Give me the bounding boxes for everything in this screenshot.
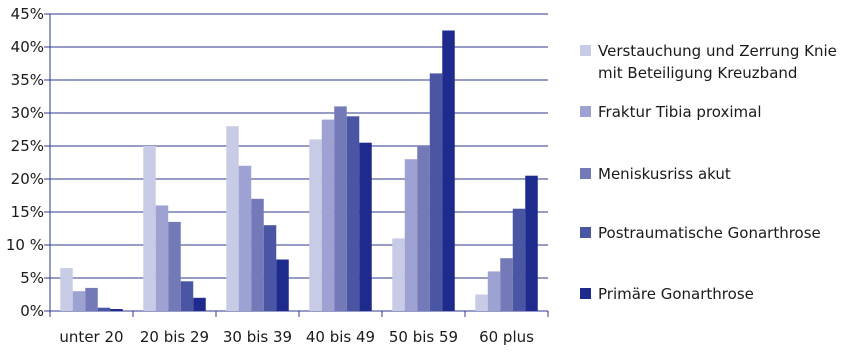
bar-5-2 (193, 297, 206, 311)
x-category-label: 40 bis 49 (306, 328, 375, 346)
bar-1-4 (309, 139, 322, 311)
bar-chart: 0% 5% 10 % 15% 20% 25% 30% 35% 40% 45% unter 20 20… (6, 5, 549, 346)
bar-5-3 (276, 259, 289, 311)
x-category-label: 30 bis 39 (223, 328, 292, 346)
bar-5-5 (442, 30, 455, 311)
legend-item: Postraumatische Gonarthrose (580, 222, 855, 244)
x-category-label: 60 plus (479, 328, 534, 346)
bar-1-5 (392, 238, 405, 311)
x-category-label: unter 20 (59, 328, 123, 346)
y-tick-label: 45% (11, 5, 44, 23)
bar-4-3 (263, 225, 277, 311)
bar-2-5 (404, 159, 418, 311)
bar-3-6 (500, 258, 513, 311)
y-tick-label: 35% (11, 71, 44, 89)
legend-label: Verstauchung und Zerrung Knie mit Beteil… (598, 42, 837, 82)
legend-label: Postraumatische Gonarthrose (598, 224, 821, 242)
x-category-label: 20 bis 29 (140, 328, 209, 346)
legend-label: Meniskusriss akut (598, 165, 731, 183)
y-tick-label: 40% (11, 38, 44, 56)
bar-1-6 (475, 294, 488, 311)
y-tick-label: 25% (11, 137, 44, 155)
bar-5-4 (359, 142, 372, 311)
bar-4-6 (512, 208, 526, 311)
bar-1-1 (60, 268, 73, 311)
bar-4-4 (346, 116, 360, 311)
legend-swatch (580, 168, 591, 179)
legend-swatch (580, 227, 591, 238)
legend-item: Verstauchung und Zerrung Knie mit Beteil… (580, 40, 855, 84)
bar-2-3 (238, 165, 252, 311)
bar-5-1 (110, 309, 123, 311)
legend-item: Primäre Gonarthrose (580, 283, 855, 305)
bar-2-2 (155, 205, 169, 311)
bar-3-1 (85, 287, 98, 311)
y-tick-label: 10 % (6, 236, 44, 254)
legend-swatch (580, 288, 591, 299)
bar-1-3 (226, 126, 239, 311)
bar-2-1 (72, 291, 86, 311)
bar-5-6 (525, 175, 538, 311)
legend-item: Meniskusriss akut (580, 163, 855, 185)
legend-swatch (580, 45, 591, 56)
bar-4-5 (429, 73, 443, 312)
bars (60, 30, 538, 312)
y-tick-label: 5% (20, 269, 44, 287)
bar-3-3 (251, 198, 264, 311)
legend-item: Fraktur Tibia proximal (580, 101, 855, 123)
y-axis-ticks: 0% 5% 10 % 15% 20% 25% 30% 35% 40% 45% (6, 5, 44, 320)
bar-4-1 (97, 307, 111, 311)
x-category-label: 50 bis 59 (389, 328, 458, 346)
legend-label: Primäre Gonarthrose (598, 285, 754, 303)
grid-lines (44, 13, 549, 317)
legend-label: Fraktur Tibia proximal (598, 103, 762, 121)
y-tick-label: 30% (11, 104, 44, 122)
bar-2-6 (487, 271, 501, 311)
y-tick-label: 15% (11, 203, 44, 221)
y-tick-label: 0% (20, 302, 44, 320)
y-tick-label: 20% (11, 170, 44, 188)
bar-4-2 (180, 281, 194, 311)
x-axis-categories: unter 20 20 bis 29 30 bis 39 40 bis 49 50 bi… (59, 328, 534, 346)
bar-1-2 (143, 146, 156, 311)
legend-swatch (580, 106, 591, 117)
bar-3-4 (334, 106, 347, 312)
bar-3-5 (417, 146, 430, 311)
bar-3-2 (168, 221, 181, 311)
bar-2-4 (321, 119, 335, 311)
